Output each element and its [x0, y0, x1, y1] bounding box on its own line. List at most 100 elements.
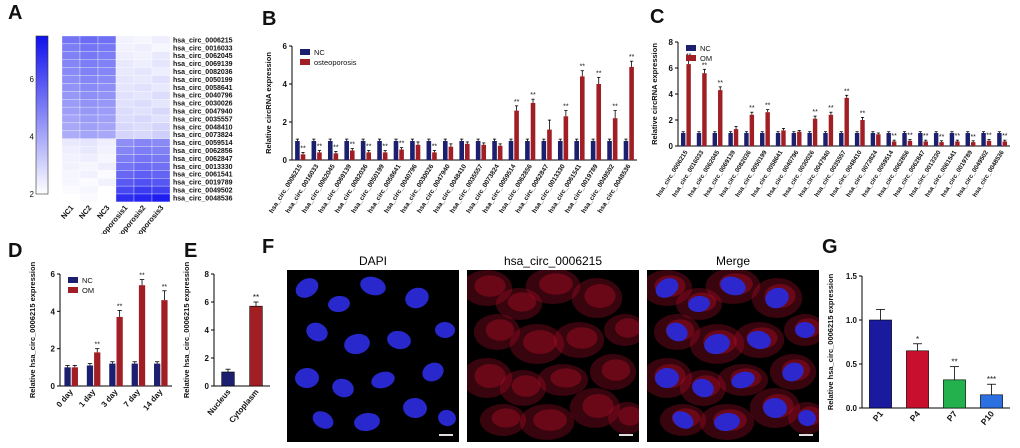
bar [249, 305, 263, 387]
heatmap-row-label: hsa_circ_0019789 [173, 180, 233, 187]
heatmap-cell [115, 35, 135, 45]
heatmap-cell [79, 106, 99, 116]
bar-treated [986, 140, 992, 146]
nucleus [295, 367, 319, 389]
bar-nc [459, 141, 464, 160]
significance-mark: ** [955, 133, 961, 140]
cytoplasm-signal [473, 314, 521, 350]
bar-nc [327, 141, 333, 160]
heatmap-cell [79, 67, 99, 76]
bar-treated [612, 118, 618, 160]
panel-label-d: D [8, 240, 23, 262]
nucleus [422, 362, 444, 382]
bar-nc [823, 133, 828, 146]
heatmap-cell [151, 59, 171, 68]
y-tick-label: 0 [283, 156, 288, 165]
bar-nc [295, 141, 300, 160]
significance-mark: ** [162, 284, 168, 291]
significance-mark: ** [382, 144, 388, 151]
bar-nc [574, 141, 579, 160]
y-axis-label: Relative circRNA expression [264, 52, 273, 154]
legend-swatch [68, 287, 78, 293]
heatmap-cell [133, 99, 153, 108]
x-tick-label: P10 [979, 409, 997, 427]
bar-treated [399, 149, 404, 160]
heatmap-row-label: hsa_circ_0016033 [173, 45, 233, 52]
y-tick-label: 6 [51, 270, 56, 279]
heatmap-cell [79, 43, 99, 52]
bar-nc [760, 133, 765, 146]
heatmap-cell [61, 67, 81, 76]
heatmap-cell [61, 170, 81, 179]
bar-nc [131, 363, 138, 386]
heatmap-column-label: NC2 [77, 203, 94, 220]
heatmap-cell [133, 130, 153, 139]
cytoplasm-signal [608, 402, 639, 434]
cytoplasm-signal [491, 408, 521, 428]
cytoplasm-signal [474, 364, 506, 388]
heatmap-cell [115, 83, 135, 92]
significance-mark: ** [117, 303, 123, 310]
bar-treated [465, 143, 470, 160]
bar-nc [791, 133, 797, 146]
heatmap-row-label: hsa_circ_0062045 [173, 53, 233, 60]
heatmap-row-label: hsa_circ_0061541 [173, 172, 233, 179]
bar-nc [902, 133, 907, 146]
x-tick-label: 0 day [55, 387, 75, 409]
y-tick-label: 4 [669, 90, 674, 99]
significance-mark: ** [828, 105, 834, 112]
heatmap-row-label: hsa_circ_0069139 [173, 61, 233, 68]
significance-mark: ** [629, 54, 635, 61]
significance-mark: ** [514, 99, 520, 106]
heatmap-row-label: hsa_circ_0048536 [173, 195, 233, 202]
cytoplasm-signal [571, 278, 623, 318]
heatmap-cell [115, 106, 135, 116]
legend-swatch [300, 59, 310, 65]
bar-treated [907, 140, 913, 146]
cytoplasm-signal [589, 354, 637, 390]
micrograph-title-merge: Merge [715, 254, 750, 268]
heatmap-row-label: hsa_circ_0062856 [173, 148, 233, 155]
panel-label-f: F [262, 236, 275, 258]
heatmap-row-label: hsa_circ_0073824 [173, 132, 233, 139]
colorbar-tick-label: 4 [30, 133, 35, 142]
cytoplasm-signal [615, 318, 639, 338]
nucleus [312, 411, 334, 429]
scale-bar [619, 434, 633, 436]
significance-mark: ** [812, 109, 818, 116]
bar [221, 371, 235, 387]
y-tick-label: 6 [283, 42, 288, 51]
significance-mark: ** [580, 64, 586, 71]
bar-nc [712, 133, 718, 146]
significance-mark: ** [253, 293, 259, 302]
legend-label: NC [82, 276, 93, 285]
nucleus [714, 412, 740, 432]
y-axis-label: Relative circRNA expression [650, 43, 659, 145]
bar-treated [497, 145, 503, 160]
significance-mark: ** [563, 104, 569, 111]
y-tick-label: 2 [51, 345, 56, 354]
colorbar-tick-label: 6 [30, 75, 35, 84]
bar-treated [547, 129, 552, 160]
heatmap-cell [79, 130, 99, 139]
bar-nc [590, 141, 596, 160]
heatmap-cell [133, 83, 153, 92]
significance-mark: ** [366, 144, 372, 151]
nucleus [371, 371, 395, 389]
heatmap-cell [97, 106, 117, 116]
heatmap-cell [79, 178, 99, 187]
micrograph-merge [647, 270, 819, 442]
significance-mark: ** [986, 133, 992, 140]
heatmap-cell [79, 114, 99, 124]
bar [869, 319, 892, 409]
micrograph-title-dapi: DAPI [358, 254, 387, 268]
bar [943, 379, 966, 409]
heatmap-cell [61, 51, 81, 60]
x-tick-label: P4 [908, 409, 923, 424]
bar-treated [828, 114, 834, 146]
cytoplasm-signal [485, 319, 515, 341]
heatmap-cell [79, 99, 99, 108]
bar-treated [891, 141, 897, 146]
bar-treated [939, 142, 944, 146]
